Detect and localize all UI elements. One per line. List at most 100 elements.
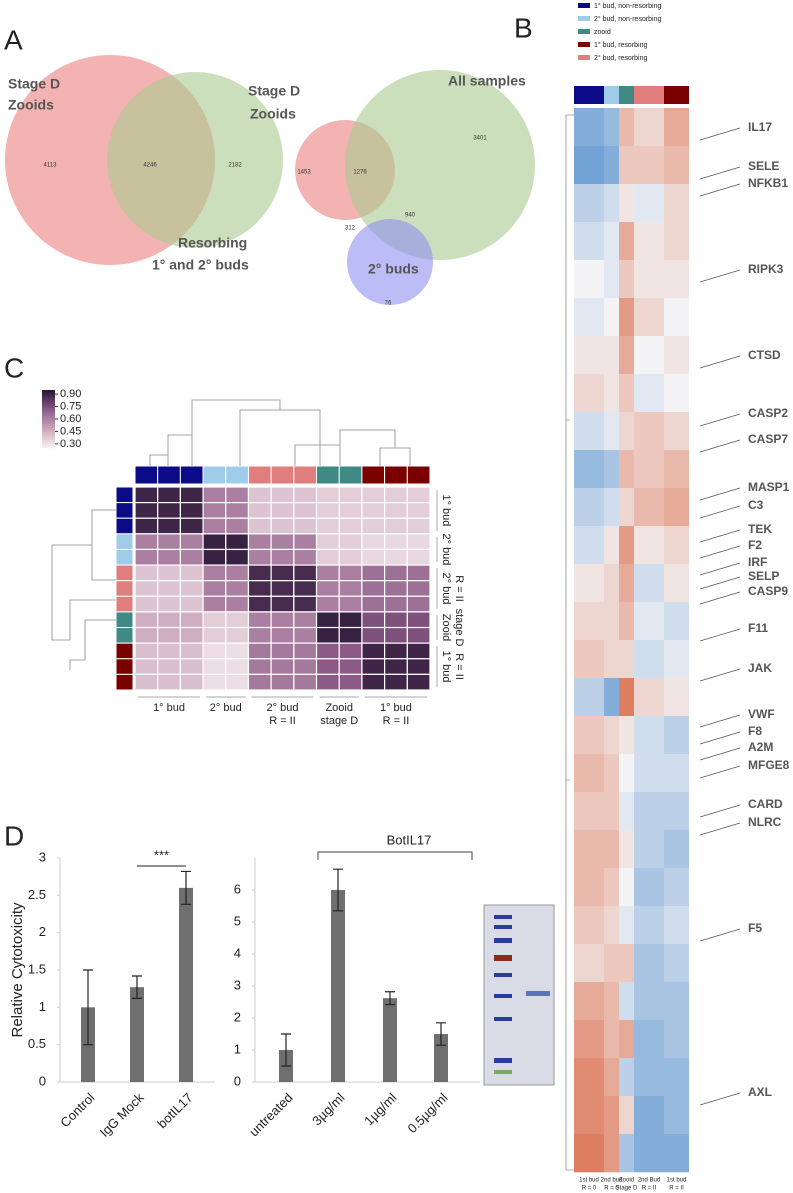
heatmap-cell [270, 642, 295, 660]
heatmap-cell [664, 944, 689, 983]
heatmap-cell [202, 486, 227, 504]
heatmap-cell [634, 602, 664, 641]
column-color [574, 86, 604, 104]
heatmap-cell [574, 640, 604, 679]
heatmap-cell [202, 533, 227, 551]
heatmap-cell [270, 548, 295, 566]
heatmap-cell [406, 517, 431, 535]
heatmap-cell [619, 222, 634, 261]
heatmap-cell [664, 184, 689, 223]
heatmap-cell [604, 1020, 619, 1059]
heatmap-cell [619, 792, 634, 831]
heatmap-cell [634, 1020, 664, 1059]
heatmap-cell [247, 673, 272, 691]
bar [179, 887, 193, 1082]
heatmap-cell [574, 830, 604, 869]
heatmap-cell [634, 716, 664, 755]
heatmap-cell [179, 626, 204, 644]
y-tick-label: 0 [234, 1073, 241, 1088]
colorbar-step [42, 442, 55, 445]
heatmap-cell [270, 580, 295, 597]
colorbar-label: 0.45 [60, 425, 81, 437]
heatmap-cell [270, 595, 295, 613]
row-color [115, 486, 134, 504]
column-color [338, 465, 363, 485]
gene-connector [699, 413, 741, 427]
heatmap-cell [634, 412, 664, 451]
row-color [115, 502, 134, 519]
heatmap-cell [384, 642, 408, 660]
gene-label: AXL [748, 1085, 772, 1099]
heatmap-cell [179, 658, 204, 675]
heatmap-cell [315, 486, 340, 504]
heatmap-cell [619, 412, 634, 451]
heatmap-cell [634, 982, 664, 1021]
heatmap-cell [338, 564, 363, 582]
heatmap-cell [634, 1134, 664, 1173]
colorbar-step [42, 398, 55, 401]
venn-label: Zooids [8, 97, 54, 113]
gene-label: IRF [748, 555, 767, 569]
venn-count: 76 [385, 301, 392, 307]
gene-label: CASP2 [748, 406, 788, 420]
heatmap-cell [664, 374, 689, 413]
group-label: 2° bud [440, 533, 452, 565]
heatmap-cell [574, 1096, 604, 1135]
heatmap-cell [634, 488, 664, 527]
heatmap-cell [384, 564, 408, 582]
heatmap-cell [604, 944, 619, 983]
colorbar-step [42, 394, 55, 397]
venn-set [107, 72, 283, 248]
heatmap-cell [157, 533, 181, 551]
heatmap-cell [604, 830, 619, 869]
heatmap-cell [338, 626, 363, 644]
heatmap-cell [384, 548, 408, 566]
heatmap-cell [664, 260, 689, 299]
heatmap-cell [225, 486, 250, 504]
error-bar [83, 969, 93, 1046]
heatmap-cell [406, 642, 431, 660]
heatmap-cell [157, 517, 181, 535]
gene-connector [699, 269, 741, 283]
group-label: R = II [453, 653, 465, 680]
venn-set [347, 219, 433, 305]
gene-connector [699, 747, 741, 761]
heatmap-cell [634, 944, 664, 983]
heatmap-cell [293, 595, 318, 613]
heatmap-cell [157, 611, 181, 629]
colorbar-step [42, 438, 55, 441]
heatmap-cell [619, 108, 634, 147]
panel-label: A [4, 24, 23, 55]
heatmap-cell [574, 792, 604, 831]
heatmap-cell [574, 906, 604, 945]
heatmap-cell [247, 642, 272, 660]
gene-connector [699, 439, 741, 453]
colorbar-step [42, 410, 55, 413]
heatmap-cell [634, 868, 664, 907]
colorbar-step [42, 412, 55, 415]
heatmap-cell [134, 564, 159, 582]
row-color [115, 642, 134, 660]
heatmap-cell [202, 626, 227, 644]
heatmap-cell [634, 754, 664, 793]
gene-label: SELP [748, 569, 779, 583]
heatmap-cell [604, 146, 619, 185]
error-bar [385, 991, 395, 1006]
heatmap-cell [634, 450, 664, 489]
panel-label: D [4, 820, 24, 851]
heatmap-cell [574, 488, 604, 527]
heatmap-cell [134, 611, 159, 629]
group-label: stage D [453, 609, 465, 647]
heatmap-cell [134, 548, 159, 566]
heatmap-cell [406, 595, 431, 613]
heatmap-cell [179, 611, 204, 629]
heatmap-cell [270, 658, 295, 675]
heatmap-cell [247, 658, 272, 675]
gene-connector [699, 545, 741, 559]
gene-connector [699, 628, 741, 642]
heatmap-cell [270, 502, 295, 519]
heatmap-cell [619, 564, 634, 603]
heatmap-cell [293, 658, 318, 675]
colorbar-step [42, 416, 55, 419]
gene-label: A2M [748, 740, 773, 754]
